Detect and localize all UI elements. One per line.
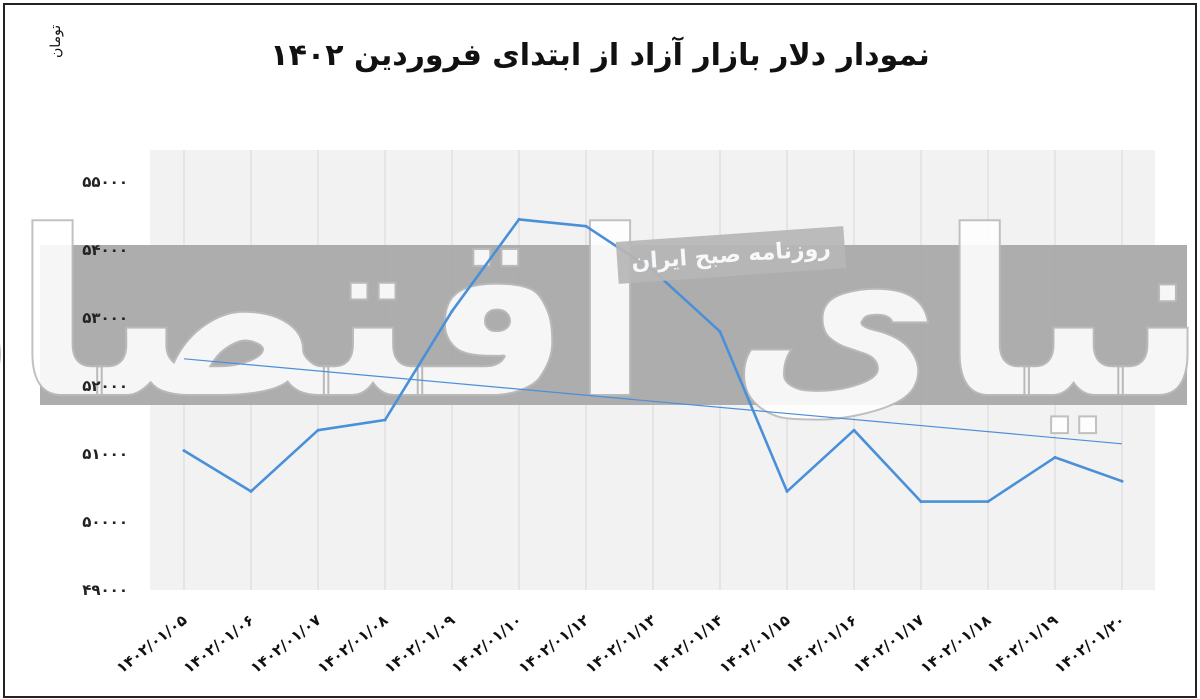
chart-title: نمودار دلار بازار آزاد از ابتدای فروردین… (270, 38, 930, 73)
data-point (1053, 455, 1057, 459)
x-tick-label: ۱۴۰۲/۰۱/۱۵ (716, 611, 793, 677)
data-point (1120, 479, 1124, 483)
data-point (986, 500, 990, 504)
x-tick-label: ۱۴۰۲/۰۱/۰۸ (314, 611, 391, 677)
data-point (450, 309, 454, 313)
data-point (852, 428, 856, 432)
trend-line (183, 358, 1123, 445)
data-point (584, 224, 588, 228)
y-tick-label: ۴۹۰۰۰ (82, 581, 128, 599)
x-tick-label: ۱۴۰۲/۰۱/۱۶ (783, 611, 860, 677)
x-tick-label: ۱۴۰۲/۰۱/۱۰ (448, 611, 525, 677)
y-tick-label: ۵۵۰۰۰ (82, 173, 128, 191)
x-tick-label: ۱۴۰۲/۰۱/۱۴ (649, 611, 726, 677)
x-tick-label: ۱۴۰۲/۰۱/۱۹ (984, 611, 1061, 677)
data-point (785, 489, 789, 493)
x-tick-label: ۱۴۰۲/۰۱/۱۲ (515, 611, 592, 677)
x-tick-label: ۱۴۰۲/۰۱/۰۵ (113, 611, 190, 677)
x-tick-label: ۱۴۰۲/۰۱/۰۷ (247, 611, 324, 677)
y-tick-label: ۵۳۰۰۰ (82, 309, 128, 327)
x-tick-label: ۱۴۰۲/۰۱/۲۰ (1051, 611, 1128, 677)
data-point (383, 418, 387, 422)
y-tick-label: ۵۴۰۰۰ (82, 241, 128, 259)
x-tick-label: ۱۴۰۲/۰۱/۱۸ (917, 611, 994, 677)
y-axis-unit-label: تومان (48, 24, 64, 58)
y-tick-label: ۵۰۰۰۰ (82, 513, 128, 531)
x-tick-label: ۱۴۰۲/۰۱/۰۶ (180, 611, 257, 677)
data-point (718, 330, 722, 334)
data-point (517, 217, 521, 221)
data-point (249, 489, 253, 493)
data-point (182, 449, 186, 453)
data-point (316, 428, 320, 432)
watermark-logo: دنیای اقتصاد (0, 183, 1200, 450)
watermark-band (40, 245, 1187, 405)
x-tick-label: ۱۴۰۲/۰۱/۱۷ (850, 611, 927, 677)
x-tick-label: ۱۴۰۲/۰۱/۱۳ (582, 611, 659, 677)
data-point (919, 500, 923, 504)
x-tick-label: ۱۴۰۲/۰۱/۰۹ (381, 611, 458, 677)
y-tick-label: ۵۲۰۰۰ (82, 377, 128, 395)
y-tick-label: ۵۱۰۰۰ (82, 445, 128, 463)
